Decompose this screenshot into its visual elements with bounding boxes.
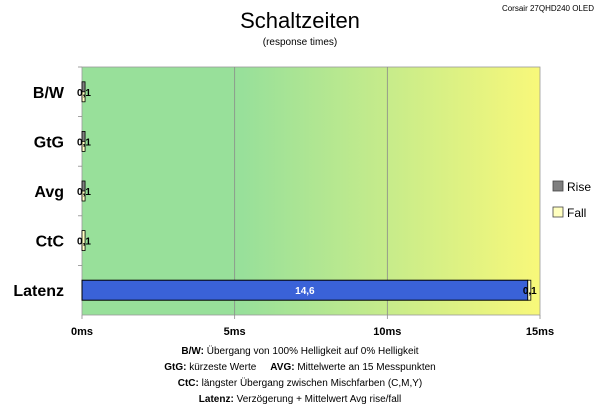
- legend-label-fall: Fall: [567, 206, 586, 220]
- footnote-avg-text: Mittelwerte an 15 Messpunkten: [295, 362, 436, 373]
- x-tick-label: 15ms: [526, 326, 554, 338]
- footnote-latenz: Latenz: Verzögerung + Mittelwert Avg ris…: [199, 394, 401, 405]
- footnote-bw: B/W: Übergang von 100% Helligkeit auf 0%…: [181, 345, 418, 357]
- footnote-latenz-key: Latenz:: [199, 394, 234, 405]
- footnotes: B/W: Übergang von 100% Helligkeit auf 0%…: [164, 345, 436, 405]
- category-label: B/W: [33, 85, 65, 102]
- legend-label-rise: Rise: [567, 180, 591, 194]
- data-label: 14,6: [295, 286, 315, 297]
- footnote-ctc-key: CtC:: [178, 378, 199, 389]
- bar-fall: [81, 140, 86, 152]
- chart-subtitle: (response times): [263, 37, 337, 48]
- category-label: Avg: [34, 184, 64, 201]
- bar-fall: [81, 91, 86, 103]
- x-tick-label: 5ms: [224, 326, 246, 338]
- plot-area: [81, 66, 541, 316]
- data-label: 0,1: [77, 137, 91, 148]
- footnote-gtg-avg: GtG: kürzeste Werte AVG: Mittelwerte an 1…: [164, 362, 436, 373]
- footnote-gtg-text: kürzeste Werte: [186, 362, 256, 373]
- footnote-ctc-text: längster Übergang zwischen Mischfarben (…: [199, 377, 422, 389]
- x-tick-label: 10ms: [373, 326, 401, 338]
- chart-title: Schaltzeiten: [240, 8, 360, 33]
- footnote-bw-text: Übergang von 100% Helligkeit auf 0% Hell…: [204, 345, 419, 357]
- category-label: GtG: [34, 134, 64, 151]
- bar-fall: [527, 279, 532, 301]
- category-label: CtC: [36, 234, 65, 251]
- data-label: 0,1: [77, 237, 91, 248]
- footnote-bw-key: B/W:: [181, 346, 204, 357]
- legend: Rise Fall: [552, 180, 591, 220]
- data-label: 0,1: [77, 88, 91, 99]
- footnote-ctc: CtC: längster Übergang zwischen Mischfar…: [178, 377, 423, 389]
- bar-fall: [81, 230, 86, 252]
- x-tick-label: 0ms: [71, 326, 93, 338]
- corner-label: Corsair 27QHD240 OLED: [502, 4, 594, 13]
- category-label: Latenz: [13, 283, 64, 300]
- bar-fall: [81, 190, 86, 202]
- legend-swatch-rise: [552, 180, 564, 192]
- footnote-gtg-key: GtG:: [164, 362, 186, 373]
- footnote-avg-key: AVG:: [270, 362, 294, 373]
- footnote-latenz-text: Verzögerung + Mittelwert Avg rise/fall: [234, 394, 401, 405]
- data-label: 0,1: [523, 286, 537, 297]
- data-label: 0,1: [77, 187, 91, 198]
- legend-swatch-fall: [552, 206, 564, 218]
